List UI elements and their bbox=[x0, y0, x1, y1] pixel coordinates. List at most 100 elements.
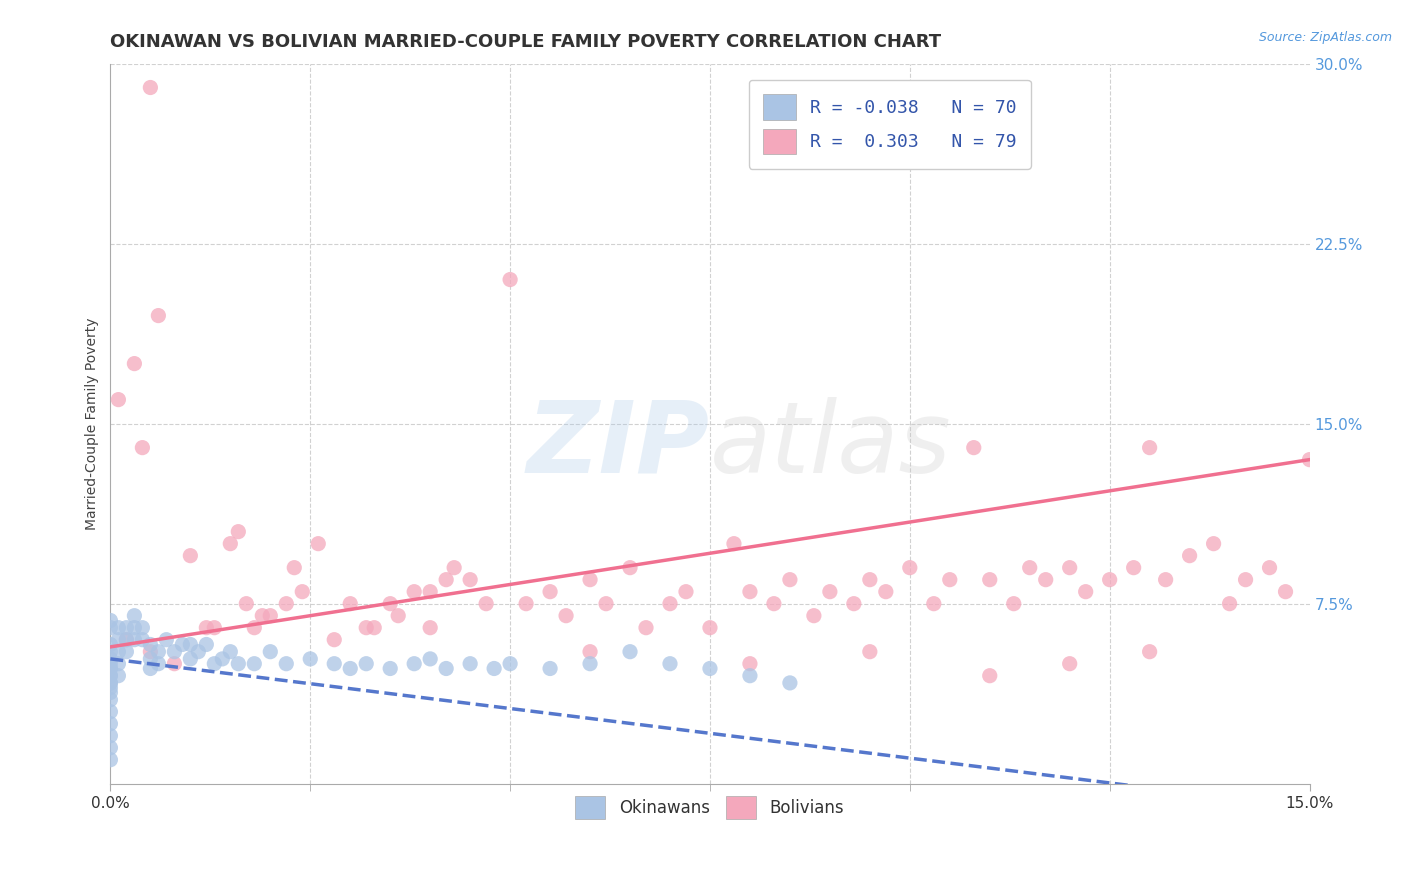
Point bbox=[243, 621, 266, 635]
Text: Source: ZipAtlas.com: Source: ZipAtlas.com bbox=[1258, 31, 1392, 45]
Point bbox=[124, 357, 146, 371]
Point bbox=[354, 657, 377, 671]
Text: OKINAWAN VS BOLIVIAN MARRIED-COUPLE FAMILY POVERTY CORRELATION CHART: OKINAWAN VS BOLIVIAN MARRIED-COUPLE FAMI… bbox=[111, 33, 942, 51]
Point bbox=[579, 657, 602, 671]
Point bbox=[1018, 560, 1040, 574]
Point bbox=[380, 661, 402, 675]
Point bbox=[738, 657, 761, 671]
Point bbox=[124, 632, 146, 647]
Point bbox=[179, 652, 201, 666]
Point bbox=[139, 661, 162, 675]
Point bbox=[859, 645, 882, 659]
Point bbox=[131, 441, 153, 455]
Point bbox=[922, 597, 945, 611]
Point bbox=[699, 621, 721, 635]
Point bbox=[235, 597, 257, 611]
Point bbox=[675, 584, 697, 599]
Point bbox=[100, 716, 122, 731]
Point bbox=[1035, 573, 1057, 587]
Point bbox=[219, 536, 242, 550]
Point bbox=[100, 692, 122, 706]
Point bbox=[1098, 573, 1121, 587]
Point bbox=[619, 560, 641, 574]
Point bbox=[107, 632, 129, 647]
Point bbox=[595, 597, 617, 611]
Legend: Okinawans, Bolivians: Okinawans, Bolivians bbox=[569, 789, 851, 826]
Point bbox=[226, 524, 249, 539]
Point bbox=[100, 645, 122, 659]
Point bbox=[762, 597, 785, 611]
Point bbox=[803, 608, 825, 623]
Point bbox=[499, 657, 522, 671]
Point bbox=[738, 584, 761, 599]
Point bbox=[619, 645, 641, 659]
Point bbox=[939, 573, 962, 587]
Point bbox=[100, 685, 122, 699]
Point bbox=[339, 597, 361, 611]
Point bbox=[131, 621, 153, 635]
Point bbox=[499, 272, 522, 286]
Point bbox=[1059, 657, 1081, 671]
Point bbox=[363, 621, 385, 635]
Point bbox=[659, 657, 682, 671]
Point bbox=[323, 632, 346, 647]
Point bbox=[163, 645, 186, 659]
Point bbox=[1202, 536, 1225, 550]
Point bbox=[1234, 573, 1257, 587]
Point bbox=[404, 584, 426, 599]
Point bbox=[291, 584, 314, 599]
Point bbox=[100, 705, 122, 719]
Point bbox=[259, 645, 281, 659]
Point bbox=[148, 309, 170, 323]
Point bbox=[1258, 560, 1281, 574]
Point bbox=[380, 597, 402, 611]
Point bbox=[163, 657, 186, 671]
Point bbox=[1139, 441, 1161, 455]
Point bbox=[419, 652, 441, 666]
Point bbox=[875, 584, 897, 599]
Point bbox=[458, 657, 481, 671]
Point bbox=[538, 584, 561, 599]
Point bbox=[1219, 597, 1241, 611]
Point bbox=[434, 573, 457, 587]
Point bbox=[179, 638, 201, 652]
Point bbox=[738, 669, 761, 683]
Point bbox=[219, 645, 242, 659]
Point bbox=[259, 608, 281, 623]
Point bbox=[276, 597, 298, 611]
Point bbox=[107, 645, 129, 659]
Point bbox=[482, 661, 505, 675]
Point bbox=[107, 657, 129, 671]
Point bbox=[538, 661, 561, 675]
Point bbox=[172, 638, 194, 652]
Point bbox=[107, 669, 129, 683]
Point bbox=[1154, 573, 1177, 587]
Point bbox=[579, 573, 602, 587]
Point bbox=[131, 632, 153, 647]
Point bbox=[818, 584, 841, 599]
Point bbox=[139, 645, 162, 659]
Point bbox=[779, 573, 801, 587]
Point bbox=[475, 597, 498, 611]
Point bbox=[898, 560, 921, 574]
Point bbox=[139, 80, 162, 95]
Point bbox=[226, 657, 249, 671]
Point bbox=[404, 657, 426, 671]
Point bbox=[634, 621, 657, 635]
Point bbox=[1122, 560, 1144, 574]
Point bbox=[579, 645, 602, 659]
Point bbox=[387, 608, 409, 623]
Point bbox=[115, 632, 138, 647]
Point bbox=[202, 657, 225, 671]
Point bbox=[100, 676, 122, 690]
Point bbox=[195, 638, 218, 652]
Point bbox=[515, 597, 537, 611]
Point bbox=[155, 632, 177, 647]
Point bbox=[107, 392, 129, 407]
Point bbox=[434, 661, 457, 675]
Point bbox=[1178, 549, 1201, 563]
Point bbox=[1074, 584, 1097, 599]
Point bbox=[139, 638, 162, 652]
Point bbox=[979, 669, 1001, 683]
Point bbox=[187, 645, 209, 659]
